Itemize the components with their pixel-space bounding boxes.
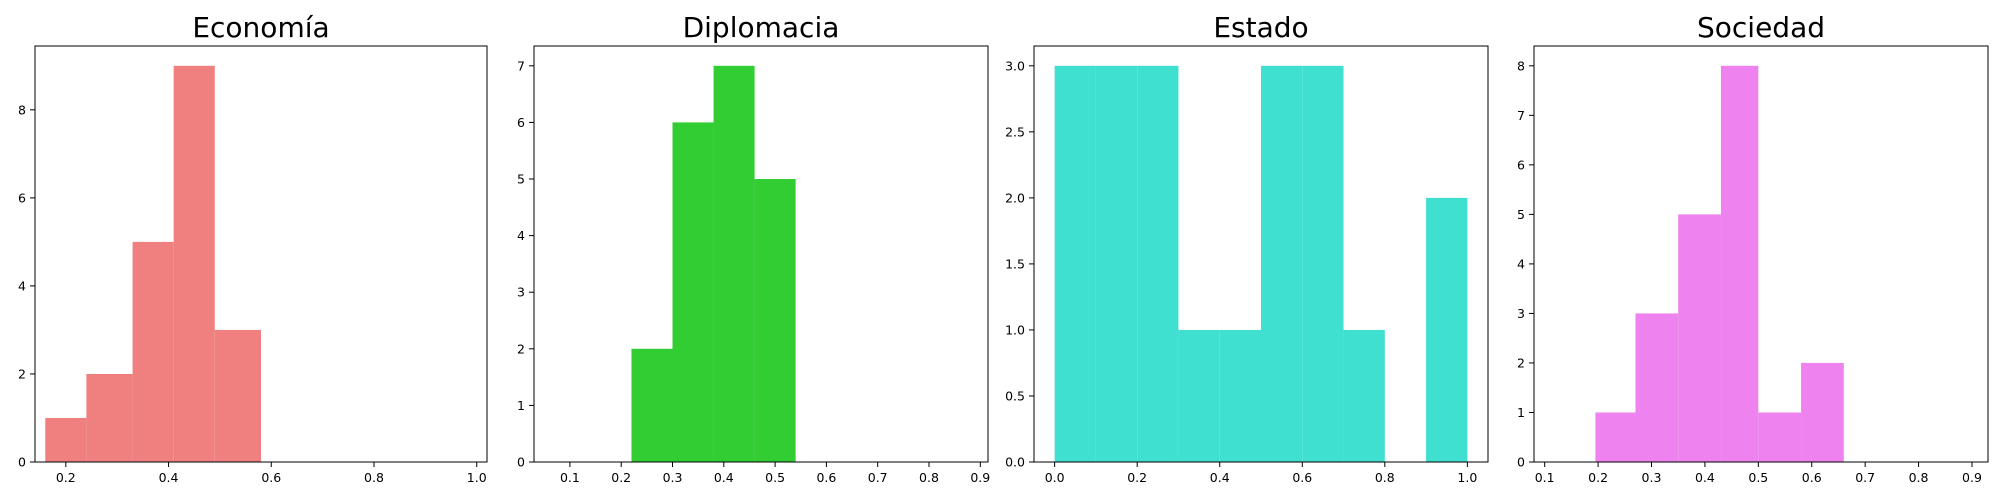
y-tick-label: 4 <box>1517 256 1525 271</box>
y-tick-label: 1 <box>517 398 525 413</box>
histogram-bar <box>1261 65 1303 462</box>
histogram-bar <box>1595 412 1636 462</box>
y-tick-label: 4 <box>517 228 525 243</box>
histogram-bar <box>1635 313 1679 462</box>
x-tick-label: 0.8 <box>1909 470 1929 485</box>
histogram-bar <box>132 241 174 462</box>
y-tick-label: 6 <box>517 115 525 130</box>
x-tick-label: 0.8 <box>1375 470 1395 485</box>
histogram-bar <box>173 65 215 462</box>
x-tick-label: 0.9 <box>1962 470 1982 485</box>
x-tick-label: 0.6 <box>261 470 281 485</box>
panel-title: Diplomacia <box>683 11 840 44</box>
x-tick-label: 0.8 <box>364 470 384 485</box>
x-tick-label: 0.8 <box>919 470 939 485</box>
y-tick-label: 8 <box>1517 58 1525 73</box>
y-tick-label: 1 <box>1517 405 1525 420</box>
panel-title: Estado <box>1213 11 1308 44</box>
x-tick-label: 0.5 <box>765 470 785 485</box>
x-tick-label: 0.7 <box>868 470 888 485</box>
x-tick-label: 0.2 <box>1127 470 1147 485</box>
histogram-bar <box>1137 65 1179 462</box>
y-tick-label: 5 <box>517 172 525 187</box>
x-tick-label: 1.0 <box>1457 470 1477 485</box>
y-tick-label: 3 <box>517 285 525 300</box>
histogram-bar <box>1343 329 1385 462</box>
x-tick-label: 0.6 <box>816 470 836 485</box>
y-tick-label: 7 <box>1517 108 1525 123</box>
x-tick-label: 0.3 <box>1642 470 1662 485</box>
y-tick-label: 0 <box>18 455 26 470</box>
histogram-panel: 0.0 0.2 0.4 0.6 0.8 1.0 0.0 0.5 1.0 1.5 2.0 2.5 3.0 E… <box>1005 11 1489 485</box>
histogram-bar <box>754 179 796 462</box>
x-tick-label: 0.4 <box>1695 470 1715 485</box>
x-tick-label: 0.7 <box>1855 470 1875 485</box>
x-tick-label: 0.3 <box>663 470 683 485</box>
y-tick-label: 0 <box>1517 455 1525 470</box>
y-tick-label: 0.0 <box>1005 455 1025 470</box>
x-tick-label: 0.1 <box>1535 470 1555 485</box>
x-tick-label: 0.2 <box>1588 470 1608 485</box>
histogram-bar <box>1219 329 1261 462</box>
x-tick-label: 0.4 <box>1210 470 1230 485</box>
histogram-bar <box>1054 65 1096 462</box>
y-tick-label: 2 <box>1517 355 1525 370</box>
histogram-bar <box>1678 214 1721 462</box>
histogram-panel: 0.1 0.2 0.3 0.4 0.5 0.6 0.7 0.8 0.9 0 1 2 3 4 5 6 7 Diplo… <box>517 11 990 485</box>
y-tick-label: 8 <box>18 102 26 117</box>
histogram-panel: 0.1 0.2 0.3 0.4 0.5 0.6 0.7 0.8 0.9 0 1 2 3 4 5 6 7 8 Soci… <box>1517 11 1989 485</box>
y-tick-label: 4 <box>18 278 26 293</box>
y-tick-label: 2.5 <box>1005 124 1025 139</box>
histogram-bar <box>1178 329 1220 462</box>
y-tick-label: 3.0 <box>1005 58 1025 73</box>
y-tick-label: 5 <box>1517 207 1525 222</box>
histogram-bar <box>1302 65 1344 462</box>
histogram-panel: 0.2 0.4 0.6 0.8 1.0 0 2 4 6 8 Economía <box>18 11 488 485</box>
x-tick-label: 0.5 <box>1748 470 1768 485</box>
histogram-bar <box>1758 412 1802 462</box>
x-tick-label: 0.6 <box>1292 470 1312 485</box>
histogram-bar <box>631 348 673 462</box>
x-tick-label: 0.2 <box>56 470 76 485</box>
x-tick-label: 0.0 <box>1045 470 1065 485</box>
y-tick-label: 2 <box>18 366 26 381</box>
histogram-bar <box>45 417 87 462</box>
histogram-bar <box>86 373 133 462</box>
y-tick-label: 2 <box>517 341 525 356</box>
y-tick-label: 3 <box>1517 306 1525 321</box>
panel-title: Economía <box>192 11 329 44</box>
axes-frame <box>1033 45 1489 463</box>
x-tick-label: 0.4 <box>159 470 179 485</box>
y-tick-label: 6 <box>1517 157 1525 172</box>
x-tick-label: 0.6 <box>1802 470 1822 485</box>
x-tick-label: 0.1 <box>560 470 580 485</box>
y-tick-label: 6 <box>18 190 26 205</box>
axes-frame <box>533 45 989 463</box>
panel-title: Sociedad <box>1697 11 1825 44</box>
y-tick-label: 1.0 <box>1005 322 1025 337</box>
histogram-bar <box>1720 65 1759 462</box>
histogram-bar <box>1095 65 1138 462</box>
y-tick-label: 0 <box>517 455 525 470</box>
y-tick-label: 7 <box>517 58 525 73</box>
histogram-bar <box>1426 197 1468 462</box>
histogram-bar <box>672 122 714 462</box>
y-tick-label: 1.5 <box>1005 256 1025 271</box>
x-tick-label: 0.2 <box>611 470 631 485</box>
y-tick-label: 0.5 <box>1005 388 1025 403</box>
x-tick-label: 0.9 <box>970 470 990 485</box>
x-tick-label: 0.4 <box>714 470 734 485</box>
axes-frame <box>1533 45 1989 463</box>
histogram-bar <box>713 65 755 462</box>
x-tick-label: 1.0 <box>467 470 487 485</box>
histogram-bar <box>214 329 261 462</box>
y-tick-label: 2.0 <box>1005 190 1025 205</box>
histogram-bar <box>1801 362 1844 462</box>
axes-frame <box>34 45 488 463</box>
